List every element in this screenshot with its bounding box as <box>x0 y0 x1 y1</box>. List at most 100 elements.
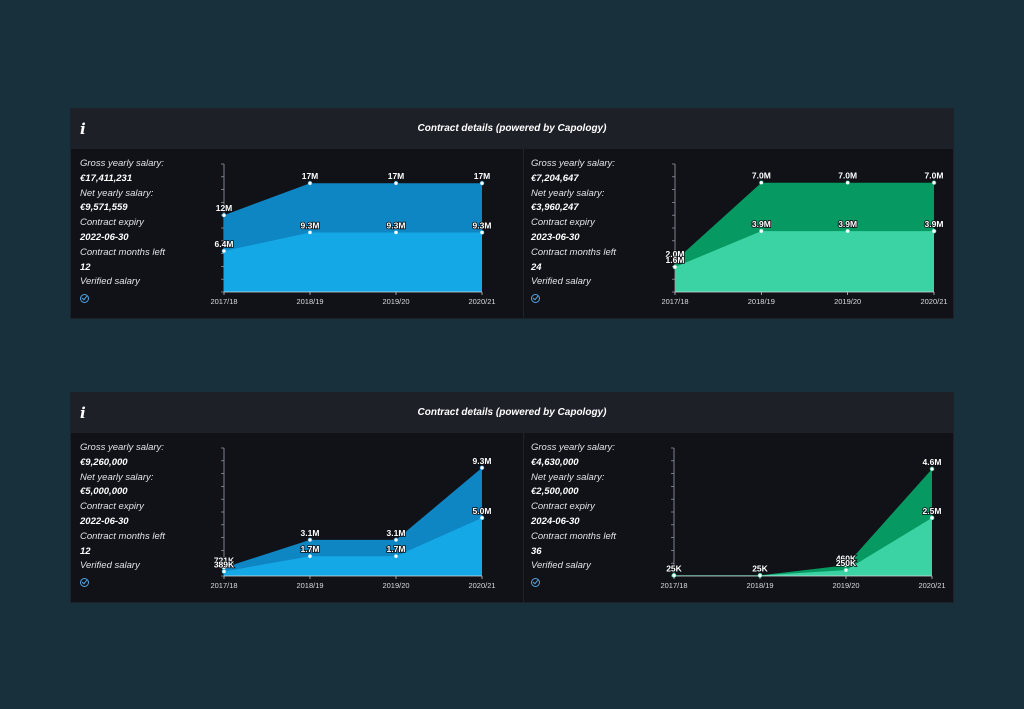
data-point <box>759 228 764 234</box>
data-label: 3.9M <box>752 219 771 229</box>
data-label: 9.3M <box>473 220 492 230</box>
data-point <box>759 180 764 186</box>
net-salary-label: Net yearly salary: <box>80 187 154 199</box>
data-point <box>931 228 937 234</box>
net-salary-value: €5,000,000 <box>80 486 128 498</box>
x-tick-label: 2018/19 <box>296 581 323 590</box>
gross-salary-value: €17,411,231 <box>80 172 133 184</box>
area-series-2 <box>675 231 934 292</box>
x-tick-label: 2018/19 <box>748 297 775 306</box>
months-left-value: 36 <box>531 545 542 557</box>
x-tick-label: 2020/21 <box>920 297 947 306</box>
data-label: 12M <box>216 203 233 213</box>
months-left-value: 12 <box>80 545 91 557</box>
data-label: 3.1M <box>387 528 406 538</box>
card-title: Contract details (powered by Capology) <box>417 123 607 134</box>
card-header: i Contract details (powered by Capology) <box>71 109 953 149</box>
data-point <box>307 230 313 235</box>
contract-expiry-label: Contract expiry <box>80 501 144 513</box>
data-label: 1.7M <box>387 544 406 554</box>
data-label: 9.3M <box>473 456 492 466</box>
contract-expiry-value: 2024-06-30 <box>531 515 580 527</box>
data-label: 460K <box>836 553 857 563</box>
x-tick-label: 2020/21 <box>468 297 495 306</box>
data-point <box>393 537 399 543</box>
data-label: 5.0M <box>473 506 492 516</box>
x-tick-label: 2017/18 <box>660 581 687 590</box>
info-icon[interactable]: i <box>80 404 86 422</box>
card-header: i Contract details (powered by Capology) <box>71 393 953 433</box>
data-point <box>479 230 485 235</box>
info-icon[interactable]: i <box>80 120 86 138</box>
x-tick-label: 2017/18 <box>210 297 237 306</box>
contract-expiry-value: 2023-06-30 <box>531 231 580 243</box>
verified-salary-label: Verified salary <box>531 276 591 288</box>
data-point <box>479 465 485 471</box>
data-point <box>221 212 227 218</box>
months-left-value: 24 <box>531 261 542 273</box>
contract-expiry-value: 2022-06-30 <box>80 231 129 243</box>
data-label: 25K <box>666 563 682 573</box>
net-salary-value: €2,500,000 <box>531 486 579 498</box>
player-stats-right: Gross yearly salary: €7,204,647 Net year… <box>531 157 661 306</box>
months-left-label: Contract months left <box>531 530 617 542</box>
verified-salary-label: Verified salary <box>80 560 140 572</box>
net-salary-label: Net yearly salary: <box>531 187 605 199</box>
data-label: 17M <box>474 171 491 181</box>
verified-check-icon <box>80 294 89 304</box>
data-point <box>393 553 399 559</box>
panel-divider <box>523 433 524 602</box>
data-label: 3.1M <box>301 528 320 538</box>
contract-expiry-label: Contract expiry <box>80 217 144 229</box>
data-point <box>479 515 485 521</box>
gross-salary-label: Gross yearly salary: <box>80 442 164 453</box>
gross-salary-value: €9,260,000 <box>80 456 128 468</box>
x-tick-label: 2019/20 <box>832 581 859 590</box>
data-point <box>479 180 485 186</box>
data-point <box>843 562 849 568</box>
data-label: 17M <box>302 171 319 181</box>
data-label: 9.3M <box>301 220 320 230</box>
area-series-2 <box>674 517 932 576</box>
net-salary-label: Net yearly salary: <box>531 471 605 483</box>
data-label: 7.0M <box>752 171 771 181</box>
panel-divider <box>523 149 524 318</box>
x-tick-label: 2017/18 <box>661 297 688 306</box>
data-label: 4.6M <box>923 457 942 467</box>
data-point <box>393 180 399 186</box>
months-left-value: 12 <box>80 261 91 273</box>
months-left-label: Contract months left <box>80 530 166 542</box>
data-label: 1.6M <box>666 255 685 265</box>
gross-salary-label: Gross yearly salary: <box>531 158 615 169</box>
x-tick-label: 2019/20 <box>834 297 861 306</box>
verified-check-icon <box>531 578 540 588</box>
data-point <box>307 537 313 543</box>
data-point <box>307 180 313 186</box>
contract-card-2: i Contract details (powered by Capology)… <box>71 393 953 602</box>
gross-salary-label: Gross yearly salary: <box>531 442 615 453</box>
area-series-2 <box>224 517 482 576</box>
data-point <box>221 569 227 574</box>
data-point <box>929 466 935 472</box>
verified-salary-label: Verified salary <box>80 276 140 288</box>
data-label: 25K <box>752 563 768 573</box>
x-tick-label: 2018/19 <box>296 297 323 306</box>
contract-expiry-label: Contract expiry <box>531 501 595 513</box>
gross-salary-label: Gross yearly salary: <box>80 158 164 169</box>
x-tick-label: 2019/20 <box>382 297 409 306</box>
data-label: 6.4M <box>215 239 234 249</box>
data-point <box>845 228 850 234</box>
data-label: 3.9M <box>925 219 944 229</box>
data-label: 721K <box>214 556 235 566</box>
data-point <box>393 230 399 235</box>
data-point <box>307 553 313 559</box>
area-series-2 <box>224 232 482 292</box>
data-label: 2.0M <box>666 249 685 259</box>
data-label: 9.3M <box>387 220 406 230</box>
data-point <box>672 258 678 264</box>
verified-check-icon <box>80 578 89 588</box>
area-series-1 <box>674 468 932 576</box>
data-label: 2.5M <box>923 506 942 516</box>
data-point <box>672 264 678 270</box>
